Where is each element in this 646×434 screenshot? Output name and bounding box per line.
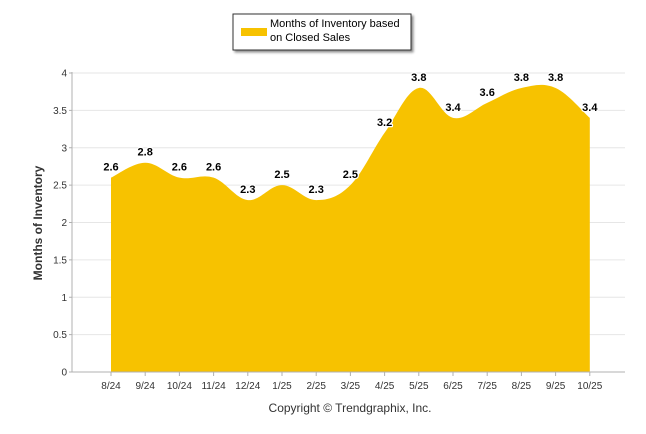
axes — [69, 72, 625, 376]
y-tick-label: 3.5 — [53, 106, 67, 117]
data-label: 2.3 — [240, 184, 255, 196]
x-tick-label: 4/25 — [375, 381, 395, 392]
legend-label-line-2: on Closed Sales — [270, 32, 351, 44]
copyright-footer: Copyright © Trendgraphix, Inc. — [269, 401, 432, 415]
y-tick-label: 1 — [61, 293, 67, 304]
data-label: 3.8 — [514, 72, 529, 84]
y-tick-label: 4 — [61, 69, 67, 80]
data-label: 2.6 — [172, 162, 187, 174]
legend-label-line-1: Months of Inventory based — [270, 18, 400, 30]
x-tick-label: 10/24 — [167, 381, 192, 392]
series-area — [111, 84, 590, 372]
data-label: 3.8 — [548, 72, 563, 84]
y-tick-label: 0 — [61, 368, 67, 379]
data-label: 3.8 — [411, 72, 426, 84]
x-tick-label: 6/25 — [443, 381, 463, 392]
y-tick-label: 2 — [61, 218, 67, 229]
x-tick-label: 5/25 — [409, 381, 429, 392]
x-tick-label: 9/24 — [135, 381, 155, 392]
data-labels: 2.6 2.8 2.6 2.6 2.3 2.5 2.3 2.5 3.2 3.8 3.4 3.6 3.8 3… — [102, 71, 599, 198]
y-tick-label: 1.5 — [53, 255, 67, 266]
data-label: 2.5 — [343, 169, 358, 181]
series-area-fill[interactable] — [111, 84, 590, 372]
data-label: 3.4 — [445, 102, 461, 114]
data-label: 2.6 — [206, 162, 221, 174]
x-tick-label: 8/25 — [512, 381, 532, 392]
x-tick-label: 9/25 — [546, 381, 566, 392]
y-tick-label: 2.5 — [53, 181, 67, 192]
x-tick-labels: 8/24 9/24 10/24 11/24 12/24 1/25 2/25 3/25 4/25 5… — [101, 381, 602, 392]
data-label: 2.6 — [103, 162, 118, 174]
legend-swatch — [241, 28, 267, 36]
data-label: 3.2 — [377, 117, 392, 129]
data-label: 3.6 — [480, 87, 495, 99]
data-label: 3.4 — [582, 102, 598, 114]
y-tick-labels: 0 0.5 1 1.5 2 2.5 3 3.5 4 — [53, 69, 67, 379]
x-tick-label: 11/24 — [201, 381, 226, 392]
x-tick-label: 1/25 — [272, 381, 292, 392]
x-tick-label: 8/24 — [101, 381, 121, 392]
y-axis-title: Months of Inventory — [31, 165, 45, 280]
data-label: 2.8 — [138, 147, 153, 159]
data-label: 2.3 — [309, 184, 324, 196]
x-tick-label: 12/24 — [235, 381, 260, 392]
x-tick-label: 10/25 — [577, 381, 602, 392]
x-tick-label: 7/25 — [477, 381, 497, 392]
y-tick-label: 3 — [61, 143, 67, 154]
data-label: 2.5 — [274, 169, 289, 181]
x-tick-label: 2/25 — [306, 381, 326, 392]
y-tick-label: 0.5 — [53, 330, 67, 341]
x-tick-label: 3/25 — [341, 381, 361, 392]
